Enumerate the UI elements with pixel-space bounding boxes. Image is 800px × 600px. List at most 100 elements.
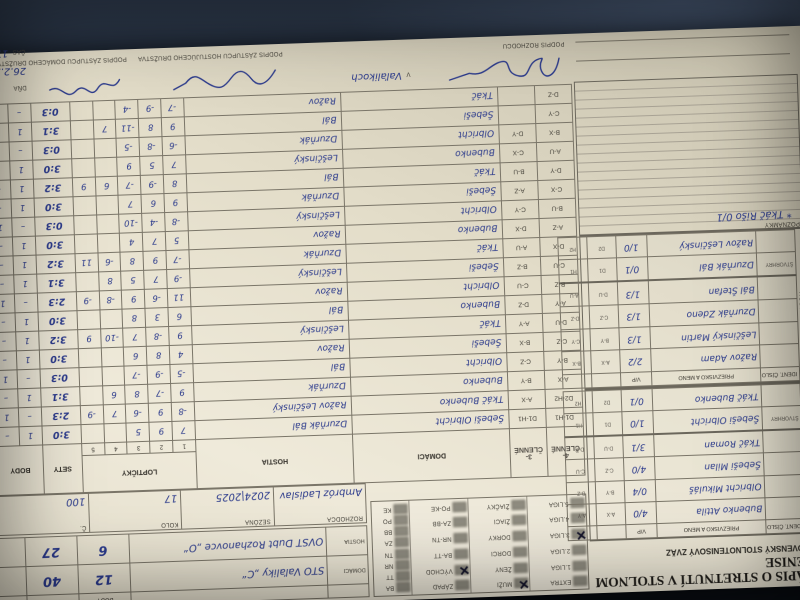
checkbox-label: ZÁPAD xyxy=(432,582,454,590)
roster-header-cell xyxy=(591,372,621,388)
checkbox-blurred-box xyxy=(571,544,587,555)
points-header: BODY xyxy=(0,444,45,496)
doubles-code: D1 xyxy=(587,258,618,283)
guest-point: – xyxy=(0,198,12,219)
checkbox-label: KE xyxy=(382,505,392,513)
set-score: 9 xyxy=(161,116,186,137)
checkbox-label: VÝCHOD xyxy=(425,566,453,574)
set-score: 8 xyxy=(98,270,122,292)
checkbox-label: PO-KE xyxy=(430,503,451,511)
match-code: B-U xyxy=(538,198,577,219)
time-value: 17:00 xyxy=(0,47,9,60)
checkbox-item-1.liga: 1.LIGA xyxy=(530,560,587,573)
home-point: – xyxy=(16,368,41,390)
match-code: D-Y xyxy=(537,160,575,181)
home-point: 1 xyxy=(12,254,37,276)
place-field: V Vaľalikoch xyxy=(286,43,413,91)
set-score xyxy=(80,423,105,444)
sets-result: 3:2 xyxy=(38,329,79,351)
set-score xyxy=(77,347,102,368)
set-score: -5 xyxy=(169,363,194,384)
set-points-header: LOPTIČKY xyxy=(81,451,198,493)
set-score: -9 xyxy=(166,268,191,289)
sets-result: 0:3 xyxy=(31,139,72,161)
match-code-2 xyxy=(497,85,536,106)
set-score xyxy=(72,195,97,216)
guest-point: – xyxy=(0,122,10,143)
referee-signature-block: PODPIS ROZHODCU xyxy=(412,38,569,87)
home-point: 1 xyxy=(10,197,35,219)
home-point: 1 xyxy=(17,387,42,408)
match-code-2: D-X xyxy=(502,218,540,239)
set-score: -4 xyxy=(141,212,166,233)
guest-signature-block: PODPIS ZÁSTUPCU HOSTUJÚCEHO DRUŽSTVA xyxy=(131,48,288,97)
code-column-header-2: 3-ČLENNÉ xyxy=(509,427,549,478)
checkbox-blurred-box xyxy=(395,559,410,571)
set-score: -8 xyxy=(171,401,196,422)
checkbox-item-ba-tt: BA-TT xyxy=(412,548,469,561)
checkbox-label: TN xyxy=(384,550,394,558)
checkbox-label: DORKY xyxy=(488,533,511,541)
sets-result: 2:3 xyxy=(36,291,77,313)
player-wins-losses: 2/2 xyxy=(619,348,652,373)
guest-players-header: HOSTIA xyxy=(195,434,355,489)
match-code-2: A-Z xyxy=(500,180,539,201)
set-number-header: 2 xyxy=(149,440,174,454)
guest-team-balls xyxy=(0,537,26,569)
checkbox-blurred-box xyxy=(512,530,527,542)
set-score: 7 xyxy=(118,194,143,215)
match-code: B-Y xyxy=(543,350,582,371)
signature-strip: PODPIS ROZHODCU V Vaľalikoch PODPIS ZÁST… xyxy=(0,30,798,102)
set-number-header: 5 xyxy=(81,442,105,456)
home-point: – xyxy=(14,292,38,314)
checkbox-blurred-box xyxy=(395,582,411,593)
referee-signature-label: PODPIS ROZHODCU xyxy=(502,40,565,49)
set-score: 7 xyxy=(92,119,117,140)
set-score xyxy=(99,308,124,330)
set-score xyxy=(100,346,125,368)
guest-point: – xyxy=(0,312,16,333)
sets-result: 3:1 xyxy=(36,272,77,294)
set-score: 7 xyxy=(102,403,127,425)
checkbox-label: ŽIACI xyxy=(493,517,511,525)
set-score: -10 xyxy=(100,327,124,349)
match-code-2 xyxy=(498,104,536,125)
match-code: C-X xyxy=(537,179,576,200)
set-score: 7 xyxy=(142,231,167,252)
checkbox-label: BB xyxy=(383,528,393,535)
match-code: A-X xyxy=(544,369,582,390)
checkbox-label: ZA-BB xyxy=(432,519,452,527)
player-code: A-X xyxy=(596,502,626,526)
guest-team-points: 6 xyxy=(76,533,131,566)
checkbox-item-ba: BA xyxy=(375,582,411,594)
player-code: B-Y xyxy=(589,327,620,352)
home-point: – xyxy=(8,140,33,162)
guest-point: – xyxy=(0,179,12,200)
checkbox-item-muži: ✕ MUŽI xyxy=(472,576,531,593)
home-team-balls xyxy=(0,566,27,598)
checkbox-item-extra: EXTRA xyxy=(531,576,588,589)
match-code-2: C-Y xyxy=(501,199,540,220)
blank-signature-lines xyxy=(568,30,797,82)
player-wins-losses: 4/0 xyxy=(624,501,657,525)
checkbox-item-západ: ZÁPAD xyxy=(413,580,470,593)
match-code: A-Z xyxy=(539,217,577,238)
home-point: 1 xyxy=(16,349,40,371)
home-players-header: DOMÁCI xyxy=(352,428,512,484)
set-score: 7 xyxy=(171,420,196,441)
player-wins-losses: 1/3 xyxy=(617,303,651,328)
player-wins-losses: 3/1 xyxy=(622,433,655,459)
home-point: – xyxy=(11,216,36,238)
sets-result: 0:3 xyxy=(34,215,75,237)
check-x-mark: ✕ xyxy=(517,576,531,593)
doubles-code: D2 xyxy=(586,235,617,260)
match-grid: 4-ČLENNÉ 3-ČLENNÉ DOMÁCI HOSTIA LOPTIČKY SETY… xyxy=(0,84,586,496)
set-score: 9 xyxy=(148,402,173,423)
guest-point: – xyxy=(0,388,19,409)
team-summary-box: BODY SETY LOPTIČKY DOMÁCI STO Vaľaliky „… xyxy=(0,525,370,600)
set-score: 5 xyxy=(139,155,164,176)
checkbox-label: EXTRA xyxy=(550,578,572,586)
check-x-mark: ✕ xyxy=(457,562,471,579)
set-score: 9 xyxy=(170,382,195,403)
